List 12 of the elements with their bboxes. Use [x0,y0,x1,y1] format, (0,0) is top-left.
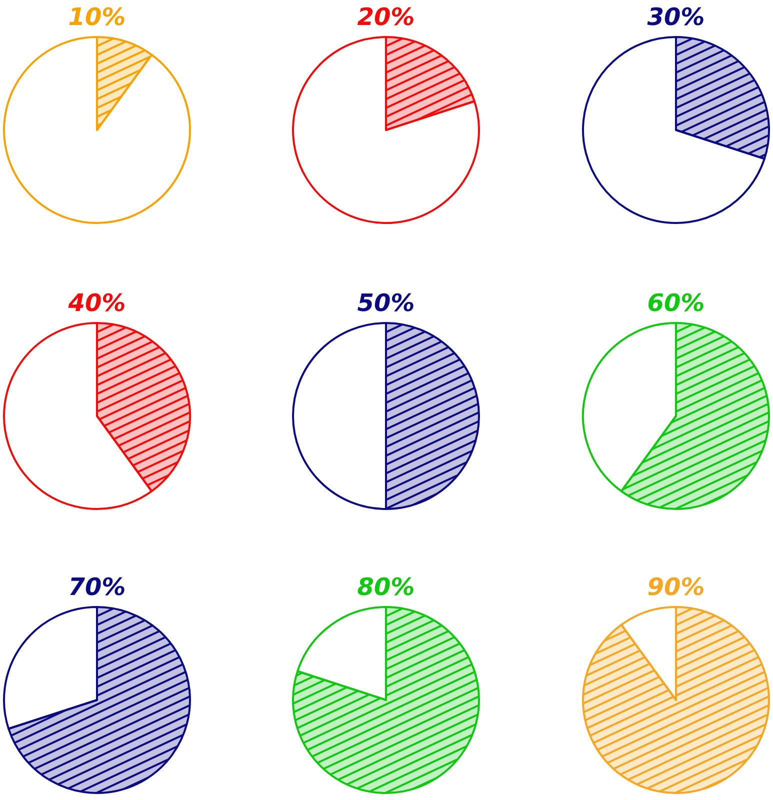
chart-title: 40% [67,289,126,317]
chart-title: 70% [68,573,126,601]
pie-slice [292,36,480,224]
pie-slice [293,607,479,793]
chart-title: 60% [647,289,705,317]
chart-title: 80% [357,573,415,601]
chart-title: 10% [68,3,126,31]
chart-title: 50% [357,289,415,317]
chart-title: 20% [357,3,415,31]
pie-slice [3,36,191,224]
chart-title: 90% [647,573,705,601]
chart-title: 30% [647,3,705,31]
